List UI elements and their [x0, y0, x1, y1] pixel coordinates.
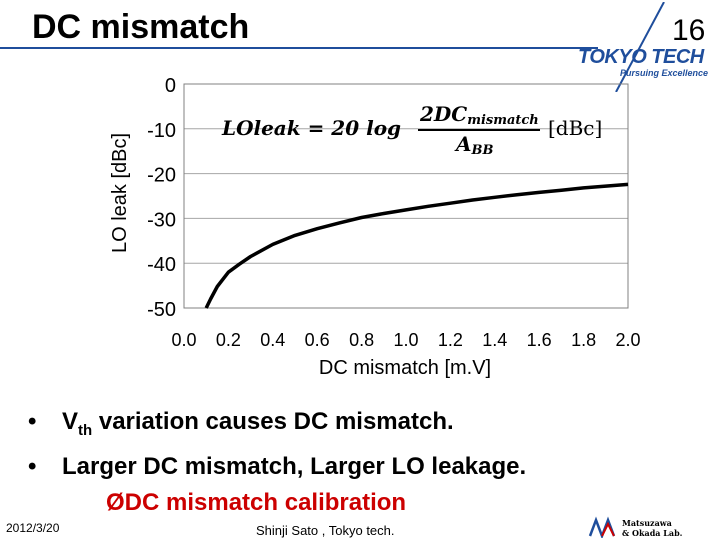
- x-tick-label: 1.6: [527, 330, 552, 350]
- bullet-item-leakage: • Larger DC mismatch, Larger LO leakage.: [28, 449, 526, 485]
- y-tick-label: -50: [147, 299, 176, 321]
- bullet-dot: •: [28, 408, 37, 435]
- y-tick-label: -30: [147, 209, 176, 231]
- x-tick-label: 0.6: [305, 330, 330, 350]
- y-tick-labels: 0 -10 -20 -30 -40 -50: [147, 75, 176, 321]
- x-tick-label: 0.4: [260, 330, 285, 350]
- plot-area-frame: [183, 83, 629, 309]
- x-tick-label: 1.4: [482, 330, 507, 350]
- title-underline: [0, 47, 598, 49]
- chart-grid: [184, 128, 628, 264]
- x-tick-label: 1.8: [571, 330, 596, 350]
- x-tick-label: 0.8: [349, 330, 374, 350]
- x-tick-label: 0.0: [171, 330, 196, 350]
- x-axis-label: DC mismatch [m.V]: [319, 357, 491, 379]
- lo-leak-curve: [204, 182, 629, 309]
- arrow-bullet-icon: Ø: [106, 488, 125, 516]
- bullet-list: • Vth variation causes DC mismatch. • Larg…: [28, 404, 526, 521]
- x-tick-label: 1.2: [438, 330, 463, 350]
- y-tick-label: 0: [165, 75, 176, 97]
- title-slash-decoration: [615, 2, 665, 92]
- page-number: 16: [672, 14, 706, 47]
- bullet-dot: •: [28, 452, 37, 480]
- formula-lhs: LOleak = 20 log: [221, 116, 401, 140]
- slide-title: DC mismatch: [32, 8, 250, 46]
- y-tick-label: -20: [147, 165, 176, 187]
- x-tick-labels: 0.0 0.2 0.4 0.6 0.8 1.0 1.2 1.4 1.6 1.8 2.0: [171, 330, 640, 350]
- svg-text:& Okada Lab.: & Okada Lab.: [622, 528, 683, 538]
- tokyo-tech-tagline: Pursuing Excellence: [620, 68, 709, 78]
- lo-leak-chart: 0 -10 -20 -30 -40 -50 0.0 0.2 0.4 0.6 0.8 1.0 1.2 1.…: [109, 75, 641, 379]
- bullet-item-vth: • Vth variation causes DC mismatch.: [28, 404, 526, 449]
- y-tick-label: -10: [147, 120, 176, 142]
- svg-text:Matsuzawa: Matsuzawa: [622, 518, 672, 528]
- formula-annotation: LOleak = 20 log 2DCmismatch ABB [dBc]: [221, 102, 602, 158]
- formula-unit: [dBc]: [548, 116, 602, 140]
- formula-numerator: 2DCmismatch: [419, 102, 539, 128]
- lab-logo: Matsuzawa & Okada Lab.: [588, 516, 683, 538]
- y-axis-label: LO leak [dBc]: [109, 133, 131, 253]
- x-tick-label: 1.0: [393, 330, 418, 350]
- formula-denominator: ABB: [454, 132, 494, 158]
- x-tick-label: 0.2: [216, 330, 241, 350]
- tokyo-tech-logo: TOKYO TECH: [578, 46, 704, 68]
- y-tick-label: -40: [147, 254, 176, 276]
- footer-author: Shinji Sato , Tokyo tech.: [256, 523, 395, 538]
- x-tick-label: 2.0: [615, 330, 640, 350]
- footer-date: 2012/3/20: [6, 521, 60, 535]
- sub-bullet-calibration: ØDC mismatch calibration: [106, 488, 407, 516]
